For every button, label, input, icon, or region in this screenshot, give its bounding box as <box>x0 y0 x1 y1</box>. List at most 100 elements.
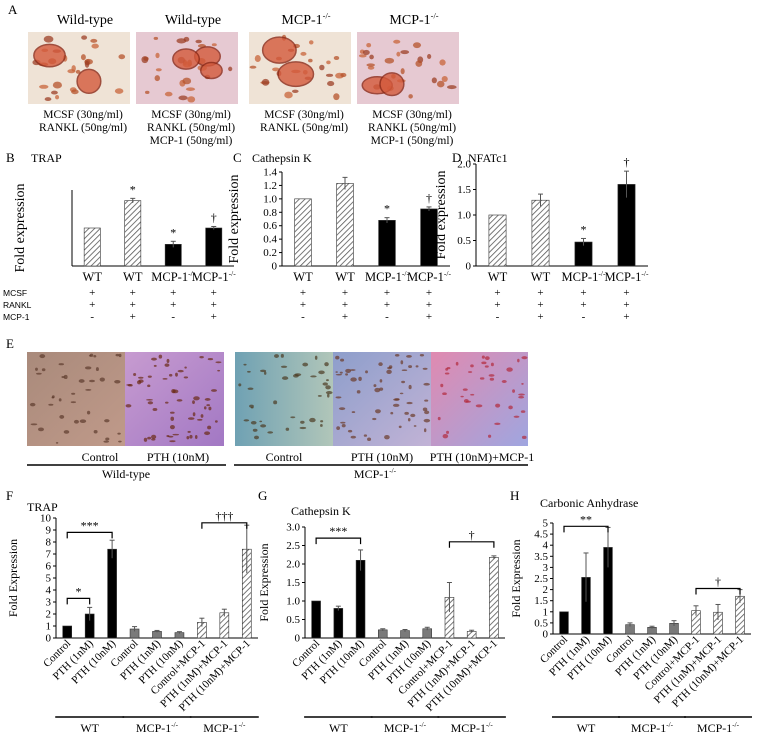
cell <box>390 411 394 415</box>
cell <box>501 380 507 383</box>
cell <box>260 369 267 373</box>
cell <box>85 388 92 391</box>
x-tick-label: WT <box>123 270 143 284</box>
cell <box>375 409 381 414</box>
cell <box>290 416 296 419</box>
cell <box>460 395 464 398</box>
x-tick-label: WT <box>531 270 551 284</box>
treatment-mark: + <box>89 287 95 299</box>
cell <box>490 362 494 367</box>
cell <box>308 58 313 63</box>
y-tick-label: 2.5 <box>286 540 300 552</box>
cell <box>401 369 408 372</box>
treatment-mark: + <box>130 287 136 299</box>
cell <box>284 91 293 99</box>
bar <box>531 199 550 267</box>
cell <box>518 393 525 396</box>
treatment-mark: + <box>426 299 432 311</box>
cell <box>317 395 322 397</box>
significance-label: † <box>715 574 721 588</box>
y-tick-label: 0.4 <box>263 234 277 246</box>
y-tick-label: 0 <box>543 629 549 641</box>
treatment-mark: + <box>426 287 432 299</box>
cell <box>39 354 46 359</box>
cell <box>324 362 329 367</box>
bar <box>311 600 321 639</box>
chart-title: Carbonic Anhydrase <box>540 496 638 510</box>
cell <box>506 367 513 372</box>
significance-label: *** <box>329 524 347 538</box>
treatment-mark: + <box>130 299 136 311</box>
bar <box>574 241 593 267</box>
cell <box>442 434 449 439</box>
cell <box>30 423 38 426</box>
cell <box>118 54 126 60</box>
cell <box>164 363 170 367</box>
cell <box>147 375 152 378</box>
cell <box>151 357 157 361</box>
cell <box>35 367 38 371</box>
cell <box>489 377 495 381</box>
cell <box>394 398 400 401</box>
cell <box>424 410 430 415</box>
micrograph-a-caption: RANKL (50ng/ml) <box>39 122 127 134</box>
y-tick-label: 4.5 <box>534 529 548 541</box>
y-tick-label: 5 <box>46 573 52 585</box>
cell <box>99 377 105 382</box>
cell <box>147 436 152 440</box>
cell <box>250 420 257 425</box>
cell <box>335 371 338 373</box>
cell <box>185 87 196 91</box>
treatment-mark: + <box>130 311 136 323</box>
cell <box>406 401 413 405</box>
cell <box>518 395 525 399</box>
cell <box>197 418 203 421</box>
treatment-mark: + <box>384 299 390 311</box>
cell <box>259 420 263 423</box>
panel-a-letter: A <box>8 2 18 17</box>
cell <box>446 430 449 434</box>
cell <box>333 93 340 101</box>
panel-c-letter: C <box>233 150 242 165</box>
panel-d-letter: D <box>452 150 461 165</box>
x-tick-label: MCP-1-/- <box>192 269 236 284</box>
cell <box>366 43 372 48</box>
cell <box>147 401 154 405</box>
cell <box>444 372 450 375</box>
cell <box>325 385 331 390</box>
cell <box>393 39 401 44</box>
significance-mark: * <box>130 182 136 196</box>
cell <box>384 434 390 440</box>
treatment-mark: + <box>580 287 586 299</box>
cell <box>398 425 402 429</box>
treatment-mark: + <box>494 299 500 311</box>
cell <box>413 425 417 427</box>
cell <box>39 84 49 89</box>
micrograph-e-caption: Control <box>266 450 303 464</box>
micrograph-a-caption: RANKL (50ng/ml) <box>147 122 235 134</box>
cell <box>408 94 413 99</box>
cell <box>339 371 343 374</box>
y-tick-label: 1.4 <box>263 167 277 179</box>
cell <box>171 388 176 394</box>
cell <box>208 406 212 411</box>
group-label: WT <box>80 721 99 735</box>
cell <box>192 412 196 417</box>
chart-g-cathepsin-k: 0 0.5 1.0 1.5 2.0 2.5 3.0 Cathepsin K Fold Expre… <box>257 504 506 735</box>
cell <box>369 54 374 60</box>
cell <box>51 90 58 95</box>
cell <box>365 370 368 374</box>
treatment-mark: + <box>623 311 629 323</box>
y-tick-label: 1.5 <box>286 577 300 589</box>
y-tick-label: 9 <box>46 525 52 537</box>
cell <box>187 430 191 433</box>
cell <box>207 425 212 430</box>
cell <box>200 414 204 418</box>
cell <box>260 424 267 428</box>
cell <box>84 60 90 68</box>
osteoclast <box>76 68 102 95</box>
cell <box>335 396 342 399</box>
cell <box>143 437 148 442</box>
cell <box>294 373 302 377</box>
cell <box>363 434 368 437</box>
